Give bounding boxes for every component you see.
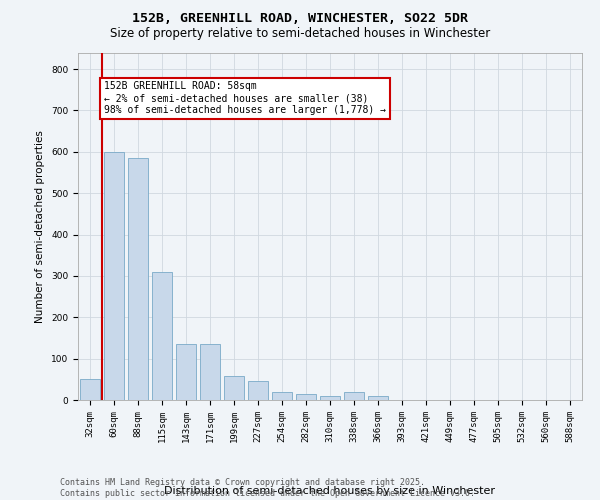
Text: 152B, GREENHILL ROAD, WINCHESTER, SO22 5DR: 152B, GREENHILL ROAD, WINCHESTER, SO22 5… (132, 12, 468, 26)
Bar (176, 344, 196, 400)
X-axis label: Distribution of semi-detached houses by size in Winchester: Distribution of semi-detached houses by … (164, 486, 496, 496)
Bar (104, 152, 124, 400)
Bar (80, 380, 100, 400)
Bar (344, 392, 364, 400)
Text: Contains HM Land Registry data © Crown copyright and database right 2025.
Contai: Contains HM Land Registry data © Crown c… (60, 478, 475, 498)
Bar (224, 376, 244, 400)
Bar (296, 394, 316, 400)
Bar (128, 158, 148, 400)
Bar (368, 396, 388, 400)
Y-axis label: Number of semi-detached properties: Number of semi-detached properties (35, 130, 46, 322)
Bar (248, 382, 268, 400)
Bar (320, 396, 340, 400)
Bar (272, 392, 292, 400)
Bar (200, 344, 220, 400)
Bar (152, 272, 172, 400)
Text: 152B GREENHILL ROAD: 58sqm
← 2% of semi-detached houses are smaller (38)
98% of : 152B GREENHILL ROAD: 58sqm ← 2% of semi-… (104, 82, 386, 114)
Text: Size of property relative to semi-detached houses in Winchester: Size of property relative to semi-detach… (110, 28, 490, 40)
